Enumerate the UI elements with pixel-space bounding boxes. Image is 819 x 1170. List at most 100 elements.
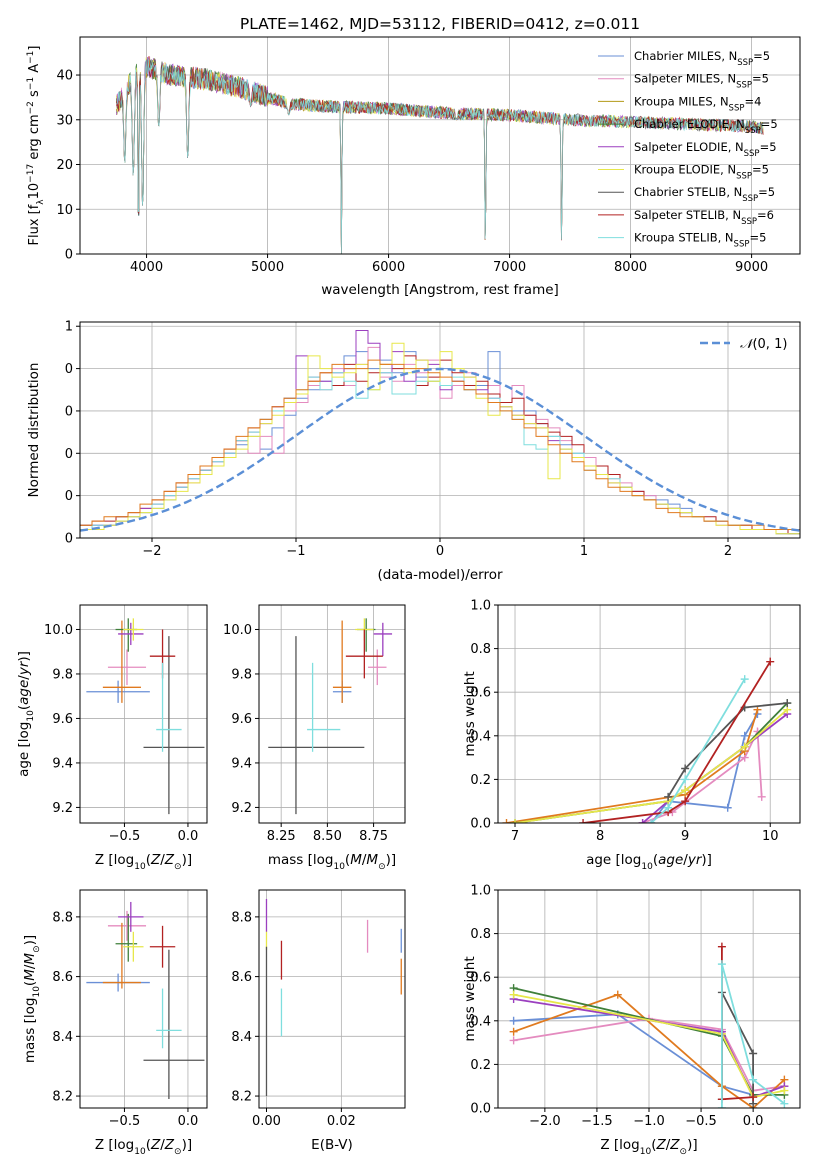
legend-label: 𝒩(0, 1) xyxy=(740,337,787,352)
x-tick-label: 9000 xyxy=(735,260,768,275)
plus-marker xyxy=(664,792,673,801)
plus-marker xyxy=(740,675,749,684)
axes-frame xyxy=(258,889,406,1109)
errorbar-point xyxy=(107,910,147,941)
y-tick-label: 1 xyxy=(65,320,73,335)
series-line xyxy=(582,661,771,823)
plot-area-massweight-vs-Z xyxy=(509,942,789,1108)
errorbar-point xyxy=(123,618,144,641)
x-tick-label: 8 xyxy=(596,829,604,844)
y-tick-label: 0 xyxy=(65,447,73,462)
panels: 4000 5000 6000 7000 8000 9000010203040wavelen… xyxy=(16,36,801,1157)
series-line xyxy=(506,709,759,823)
legend-label: Salpeter ELODIE, NSSP=5 xyxy=(634,140,777,159)
x-tick-label: 0.00 xyxy=(252,1114,281,1129)
axes-frame xyxy=(79,36,801,255)
errorbar-point xyxy=(368,649,387,686)
y-tick-label: 0 xyxy=(65,532,73,547)
panel-massweight-vs-Z: −2.0 −1.5 −1.0 −0.5 0.0 0.0 0.2 0.4 0.6 0.8 1.0 Z [… xyxy=(462,884,801,1157)
plus-marker xyxy=(740,731,749,740)
y-tick-label: 0 xyxy=(65,248,73,263)
y-tick-label: 30 xyxy=(56,113,73,128)
panel-age-vs-mass: 8.25 8.50 8.75 9.2 9.4 9.6 9.8 10.0 mass [log10(… xyxy=(223,604,406,872)
x-axis-label: age [log10(age/yr)] xyxy=(586,852,712,872)
errorbar-point xyxy=(332,620,352,703)
plus-marker xyxy=(511,819,520,823)
series-line xyxy=(667,702,788,798)
axes-frame xyxy=(79,604,208,824)
plus-marker xyxy=(509,1036,518,1045)
spectrum-line-kroupa-stelib xyxy=(116,58,764,254)
y-axis-label: Normed distribution xyxy=(26,363,42,498)
x-tick-label: −2 xyxy=(142,544,161,559)
x-tick-label: 5000 xyxy=(251,260,284,275)
errorbar-point xyxy=(373,622,393,657)
plus-marker xyxy=(681,797,690,806)
mass-weight-series-kroupa-elodie xyxy=(511,705,792,823)
plus-marker xyxy=(509,1027,518,1036)
errorbar-point xyxy=(123,931,144,962)
series-line xyxy=(721,963,785,1108)
y-tick-label: 9.6 xyxy=(231,712,252,727)
y-tick-label: 8.4 xyxy=(52,1030,73,1045)
x-tick-label: −0.5 xyxy=(109,1114,141,1129)
plot-area-residuals xyxy=(80,330,800,535)
plot-area-age-vs-mass xyxy=(268,618,393,815)
plus-marker xyxy=(509,1016,518,1025)
panel-mass-vs-Z: −0.5 0.0 8.2 8.4 8.6 8.8 Z [log10(Z/Z⊙)] mass [… xyxy=(22,889,208,1157)
errorbar-point xyxy=(118,622,144,646)
x-axis-label: Z [log10(Z/Z⊙)] xyxy=(95,1137,192,1157)
y-tick-label: 40 xyxy=(56,69,73,84)
y-tick-label: 8.8 xyxy=(231,910,252,925)
errorbar-point xyxy=(86,680,150,703)
y-axis-label: age [log10(age/yr)] xyxy=(16,651,36,777)
legend-label: Chabrier MILES, NSSP=5 xyxy=(634,49,770,68)
legend-label: Chabrier ELODIE, NSSP=5 xyxy=(634,117,778,136)
mass-weight-series-salpeter-stelib xyxy=(579,657,775,823)
x-tick-label: −1.0 xyxy=(633,1114,665,1129)
plot-area-mass-vs-EBV xyxy=(265,898,402,1097)
x-tick-label: 1 xyxy=(580,544,588,559)
y-axis-label: mass weight xyxy=(462,671,478,756)
panel-residuals: −2 −1 0 1 2 0 0 0 0 0 1 (data-model)/error Normed di… xyxy=(26,320,801,583)
plus-marker xyxy=(681,786,690,795)
y-tick-label: 0.2 xyxy=(470,1058,491,1073)
plus-marker xyxy=(579,819,588,823)
y-tick-label: 0.0 xyxy=(470,817,491,832)
errorbar-point xyxy=(143,949,205,1100)
x-tick-label: −1 xyxy=(286,544,305,559)
plus-marker xyxy=(664,803,673,812)
plus-marker xyxy=(749,1075,758,1084)
plus-marker xyxy=(509,990,518,999)
x-axis-label: mass [log10(M/M⊙)] xyxy=(268,852,396,872)
plus-marker xyxy=(780,1086,789,1095)
axes-frame xyxy=(79,889,208,1109)
plot-area-mass-vs-Z xyxy=(86,901,205,1100)
y-tick-label: 1.0 xyxy=(470,884,491,899)
y-tick-label: 0.6 xyxy=(470,971,491,986)
y-tick-label: 0.2 xyxy=(470,773,491,788)
y-tick-label: 0 xyxy=(65,489,73,504)
plot-area-massweight-vs-age xyxy=(502,657,792,823)
x-axis-label: Z [log10(Z/Z⊙)] xyxy=(95,852,192,872)
plus-marker xyxy=(638,819,647,823)
plus-marker xyxy=(757,792,766,801)
y-tick-label: 8.8 xyxy=(52,910,73,925)
x-tick-label: −0.5 xyxy=(685,1114,717,1129)
plus-marker xyxy=(717,1104,726,1108)
x-tick-label: 8.25 xyxy=(267,829,296,844)
x-tick-label: 4000 xyxy=(130,260,163,275)
y-tick-label: 1.0 xyxy=(470,599,491,614)
panel-massweight-vs-age: 7 8 9 10 0.0 0.2 0.4 0.6 0.8 1.0 age [log10(age/yr… xyxy=(462,599,801,872)
x-tick-label: −1.5 xyxy=(581,1114,613,1129)
legend-label: Kroupa MILES, NSSP=4 xyxy=(634,94,761,113)
y-tick-label: 0.8 xyxy=(470,642,491,657)
errorbar-point xyxy=(149,925,176,968)
y-tick-label: 0.4 xyxy=(470,729,491,744)
x-tick-label: 10 xyxy=(762,829,779,844)
errorbar-point xyxy=(156,662,182,752)
y-tick-label: 10.0 xyxy=(44,623,73,638)
plus-marker xyxy=(613,990,622,999)
x-tick-label: 8.50 xyxy=(313,829,342,844)
y-tick-label: 9.4 xyxy=(231,756,252,771)
